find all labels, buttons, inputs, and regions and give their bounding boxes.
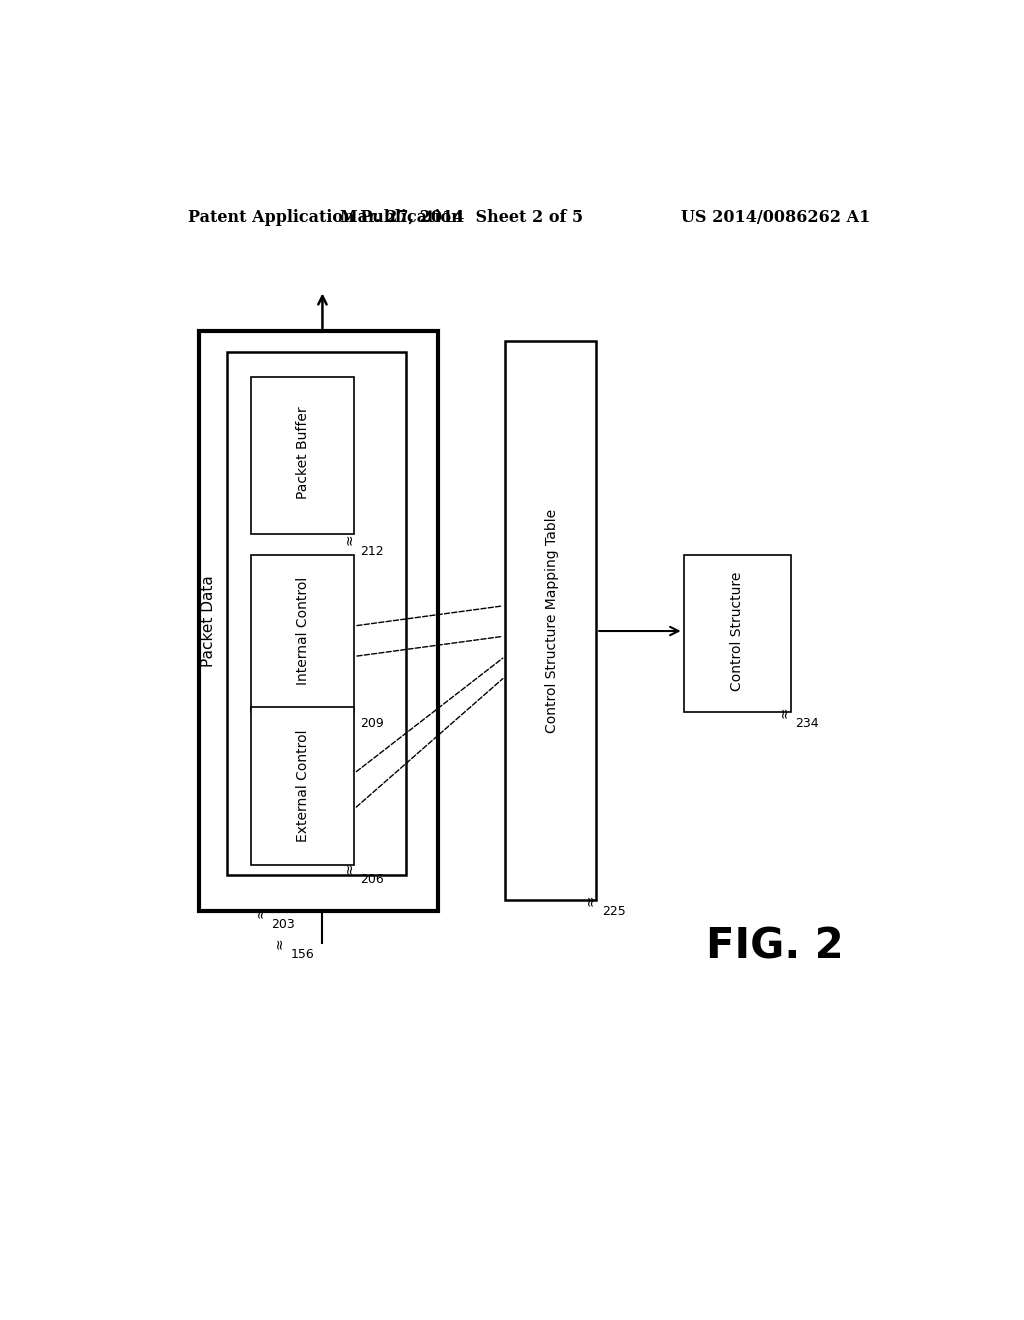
Text: 156: 156 (291, 948, 314, 961)
Text: Control Structure Mapping Table: Control Structure Mapping Table (545, 508, 559, 733)
Text: FIG. 2: FIG. 2 (706, 925, 844, 968)
Text: 203: 203 (270, 917, 295, 931)
Text: ≈: ≈ (272, 937, 287, 949)
Text: Mar. 27, 2014  Sheet 2 of 5: Mar. 27, 2014 Sheet 2 of 5 (340, 209, 583, 226)
Text: Packet Data: Packet Data (202, 576, 216, 667)
Bar (251, 378, 354, 535)
Text: US 2014/0086262 A1: US 2014/0086262 A1 (681, 209, 870, 226)
Text: Patent Application Publication: Patent Application Publication (187, 209, 462, 226)
Text: 206: 206 (360, 873, 384, 886)
Text: ≈: ≈ (584, 895, 598, 907)
Bar (200, 331, 437, 911)
Text: 225: 225 (602, 906, 626, 919)
Bar (684, 554, 791, 713)
Text: 209: 209 (360, 718, 384, 730)
Bar (505, 342, 596, 900)
Text: ≈: ≈ (343, 533, 356, 545)
Bar (251, 554, 354, 713)
Text: 212: 212 (360, 545, 384, 557)
Text: ≈: ≈ (253, 907, 267, 919)
Text: ≈: ≈ (777, 706, 792, 718)
Text: ≈: ≈ (343, 862, 356, 874)
Bar (251, 708, 354, 865)
Text: Control Structure: Control Structure (730, 572, 744, 690)
Text: 234: 234 (796, 718, 819, 730)
Text: ≈: ≈ (343, 706, 356, 718)
Bar (227, 351, 406, 875)
Text: External Control: External Control (296, 729, 309, 842)
Text: Packet Buffer: Packet Buffer (296, 407, 309, 499)
Text: Internal Control: Internal Control (296, 577, 309, 685)
